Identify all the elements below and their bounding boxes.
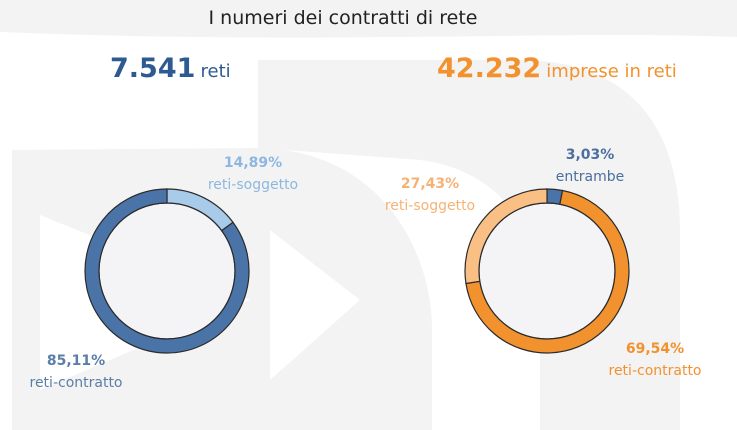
label-name: reti-soggetto (207, 177, 299, 193)
label-pct: 3,03% (565, 147, 615, 163)
donut-hole (478, 202, 616, 340)
label-reti-soggetto-left: 14,89% reti-soggetto (205, 152, 301, 196)
label-name: reti-soggetto (384, 198, 476, 214)
donut-hole (98, 202, 236, 340)
label-pct: 14,89% (223, 155, 283, 171)
donut-imprese (464, 188, 630, 354)
label-pct: 69,54% (625, 341, 685, 357)
label-name: reti-contratto (29, 375, 123, 391)
donut-reti (84, 188, 250, 354)
donut-slice-reti-soggetto (464, 188, 548, 285)
kpi-imprese-unit: imprese in reti (546, 61, 677, 82)
kpi-reti-unit: reti (200, 61, 231, 82)
label-name: reti-contratto (608, 363, 702, 379)
donut-slice-reti-contratto (84, 188, 250, 354)
kpi-reti-value: 7.541 (110, 53, 196, 84)
label-reti-soggetto-right: 27,43% reti-soggetto (380, 173, 480, 217)
label-name: entrambe (555, 169, 625, 185)
label-entrambe: 3,03% entrambe (548, 144, 632, 188)
label-reti-contratto-right: 69,54% reti-contratto (602, 338, 708, 382)
label-reti-contratto-left: 85,11% reti-contratto (24, 350, 128, 394)
kpi-imprese-value: 42.232 (437, 53, 542, 84)
label-pct: 85,11% (46, 353, 106, 369)
kpi-reti: 7.541 reti (110, 53, 231, 84)
kpi-imprese: 42.232 imprese in reti (437, 53, 677, 84)
label-pct: 27,43% (400, 176, 460, 192)
page-title: I numeri dei contratti di rete (208, 7, 478, 29)
